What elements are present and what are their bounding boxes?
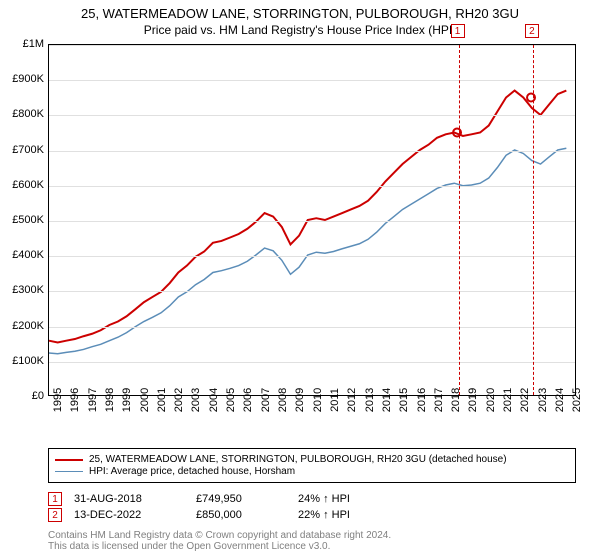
x-axis-label: 2005: [225, 388, 237, 412]
y-axis-label: £100K: [0, 355, 44, 367]
x-axis-label: 2015: [398, 388, 410, 412]
x-axis-label: 2014: [381, 388, 393, 412]
x-axis-label: 2018: [450, 388, 462, 412]
footer: Contains HM Land Registry data © Crown c…: [48, 530, 576, 552]
x-axis-label: 2000: [139, 388, 151, 412]
y-axis-label: £300K: [0, 284, 44, 296]
series-line: [49, 148, 566, 354]
event-row: 1 31-AUG-2018 £749,950 24% ↑ HPI: [48, 492, 576, 506]
legend-swatch: [55, 471, 83, 472]
event-pct: 24% ↑ HPI: [298, 493, 408, 505]
legend-item: HPI: Average price, detached house, Hors…: [55, 466, 569, 477]
x-axis-label: 1996: [69, 388, 81, 412]
legend-label: 25, WATERMEADOW LANE, STORRINGTON, PULBO…: [89, 454, 507, 465]
series-line: [49, 91, 566, 343]
y-axis-label: £1M: [0, 38, 44, 50]
y-axis-label: £200K: [0, 320, 44, 332]
gridline: [49, 45, 575, 46]
event-marker-icon: 1: [451, 24, 465, 38]
x-axis-label: 2025: [571, 388, 583, 412]
gridline: [49, 362, 575, 363]
chart-subtitle: Price paid vs. HM Land Registry's House …: [0, 23, 600, 37]
x-axis-label: 2012: [346, 388, 358, 412]
y-axis-label: £0: [0, 390, 44, 402]
x-axis-label: 2016: [416, 388, 428, 412]
x-axis-label: 2019: [467, 388, 479, 412]
gridline: [49, 80, 575, 81]
gridline: [49, 186, 575, 187]
event-table: 1 31-AUG-2018 £749,950 24% ↑ HPI 2 13-DE…: [48, 490, 576, 524]
gridline: [49, 221, 575, 222]
series-svg: [49, 45, 575, 395]
x-axis-label: 1999: [121, 388, 133, 412]
y-axis-label: £500K: [0, 214, 44, 226]
footer-line: Contains HM Land Registry data © Crown c…: [48, 530, 576, 541]
x-axis-label: 2008: [277, 388, 289, 412]
plot-area: [48, 44, 576, 396]
y-axis-label: £900K: [0, 73, 44, 85]
event-marker-icon: 2: [525, 24, 539, 38]
x-axis-label: 2003: [190, 388, 202, 412]
chart-container: 25, WATERMEADOW LANE, STORRINGTON, PULBO…: [0, 0, 600, 560]
x-axis-label: 2009: [294, 388, 306, 412]
gridline: [49, 256, 575, 257]
event-pct: 22% ↑ HPI: [298, 509, 408, 521]
event-price: £749,950: [196, 493, 286, 505]
x-axis-label: 2001: [156, 388, 168, 412]
x-axis-label: 2017: [433, 388, 445, 412]
y-axis-label: £700K: [0, 144, 44, 156]
x-axis-label: 2022: [519, 388, 531, 412]
x-axis-label: 2007: [260, 388, 272, 412]
event-marker-icon: 1: [48, 492, 62, 506]
gridline: [49, 151, 575, 152]
legend-swatch: [55, 459, 83, 461]
x-axis-label: 2021: [502, 388, 514, 412]
legend-item: 25, WATERMEADOW LANE, STORRINGTON, PULBO…: [55, 454, 569, 465]
gridline: [49, 327, 575, 328]
x-axis-label: 2004: [208, 388, 220, 412]
y-axis-label: £400K: [0, 249, 44, 261]
x-axis-label: 1995: [52, 388, 64, 412]
x-axis-label: 1998: [104, 388, 116, 412]
x-axis-label: 2011: [329, 388, 341, 412]
x-axis-label: 2006: [242, 388, 254, 412]
y-axis-label: £800K: [0, 108, 44, 120]
gridline: [49, 291, 575, 292]
event-date: 31-AUG-2018: [74, 493, 184, 505]
event-marker-icon: 2: [48, 508, 62, 522]
legend: 25, WATERMEADOW LANE, STORRINGTON, PULBO…: [48, 448, 576, 483]
event-date: 13-DEC-2022: [74, 509, 184, 521]
chart-title: 25, WATERMEADOW LANE, STORRINGTON, PULBO…: [0, 6, 600, 21]
x-axis-label: 2020: [485, 388, 497, 412]
legend-label: HPI: Average price, detached house, Hors…: [89, 466, 295, 477]
event-price: £850,000: [196, 509, 286, 521]
footer-line: This data is licensed under the Open Gov…: [48, 541, 576, 552]
gridline: [49, 115, 575, 116]
y-axis-label: £600K: [0, 179, 44, 191]
x-axis-label: 2002: [173, 388, 185, 412]
x-axis-label: 2023: [537, 388, 549, 412]
event-row: 2 13-DEC-2022 £850,000 22% ↑ HPI: [48, 508, 576, 522]
event-line: [459, 45, 460, 395]
title-block: 25, WATERMEADOW LANE, STORRINGTON, PULBO…: [0, 0, 600, 39]
x-axis-label: 2013: [364, 388, 376, 412]
x-axis-label: 2024: [554, 388, 566, 412]
event-line: [533, 45, 534, 395]
x-axis-label: 1997: [87, 388, 99, 412]
x-axis-label: 2010: [312, 388, 324, 412]
